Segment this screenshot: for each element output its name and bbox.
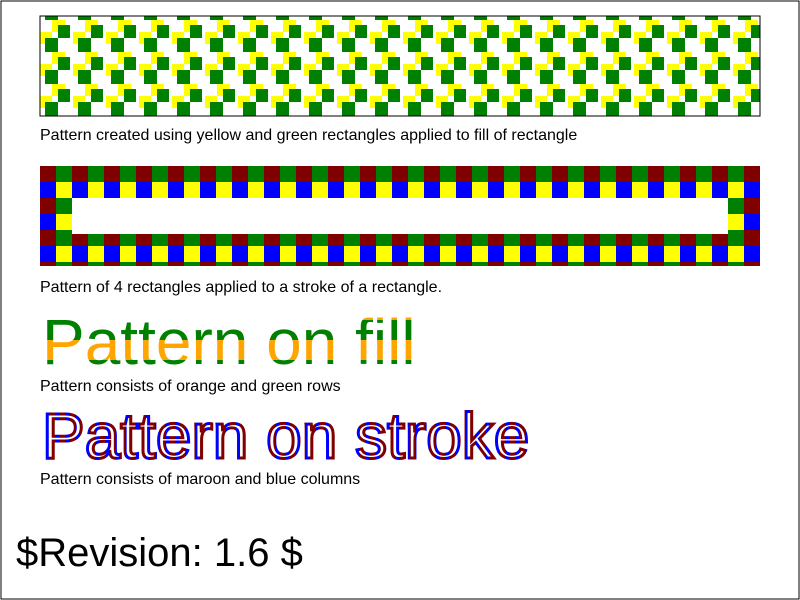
caption-stroke-pattern: Pattern of 4 rectangles applied to a str… xyxy=(40,279,442,296)
caption-rows-pattern: Pattern consists of orange and green row… xyxy=(40,378,341,395)
pattern-on-fill-text: Pattern on fill xyxy=(42,306,416,378)
caption-columns-pattern: Pattern consists of maroon and blue colu… xyxy=(40,471,360,488)
caption-fill-pattern: Pattern created using yellow and green r… xyxy=(40,127,577,144)
pattern-stroked-rectangle xyxy=(40,166,760,266)
pattern-on-stroke-text: Pattern on stroke xyxy=(42,400,529,472)
pattern-filled-rectangle xyxy=(39,15,761,117)
revision-label: $Revision: 1.6 $ xyxy=(16,531,303,575)
